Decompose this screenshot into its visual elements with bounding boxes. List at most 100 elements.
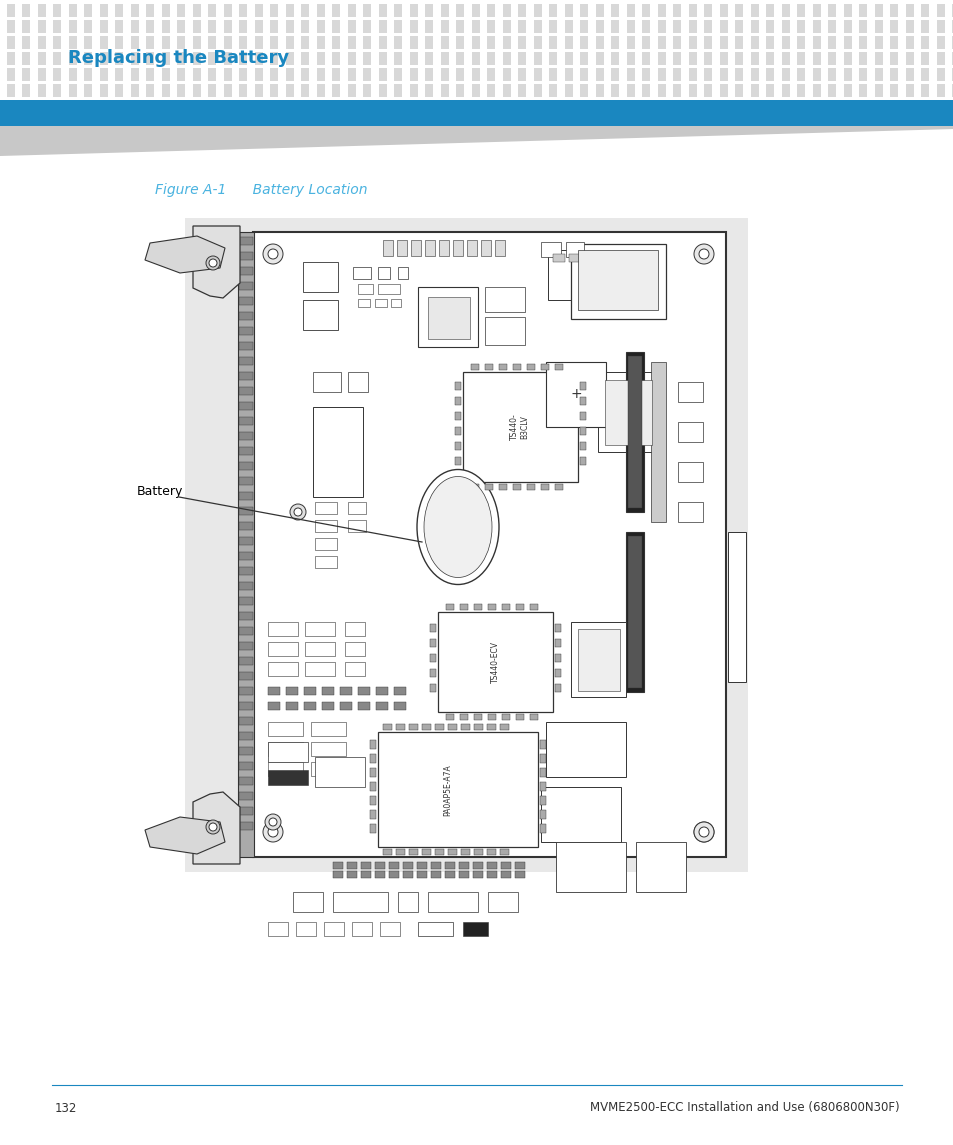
Bar <box>658 3 665 17</box>
Bar <box>301 35 309 49</box>
Bar <box>673 52 680 65</box>
Bar <box>301 19 309 33</box>
Bar <box>460 848 470 855</box>
Bar <box>314 538 336 550</box>
Bar <box>703 35 712 49</box>
Bar <box>889 84 898 97</box>
Text: Replacing the Battery: Replacing the Battery <box>68 49 289 68</box>
Bar <box>360 871 371 878</box>
Bar <box>363 84 371 97</box>
Bar <box>487 52 495 65</box>
Bar <box>410 84 417 97</box>
Bar <box>596 52 603 65</box>
Bar <box>363 35 371 49</box>
Text: TS440-ECV: TS440-ECV <box>490 641 499 684</box>
Bar <box>579 3 588 17</box>
Bar <box>345 662 365 676</box>
Bar <box>530 605 537 610</box>
Bar <box>311 763 346 776</box>
Bar <box>487 68 495 81</box>
Bar <box>688 52 697 65</box>
Bar <box>395 35 402 49</box>
Bar <box>23 52 30 65</box>
Bar <box>286 19 294 33</box>
Bar <box>462 922 488 935</box>
Bar <box>69 52 77 65</box>
Bar <box>254 52 263 65</box>
Bar <box>495 240 504 256</box>
Bar <box>360 862 371 869</box>
Bar <box>348 35 355 49</box>
Bar <box>596 35 603 49</box>
Bar <box>735 19 742 33</box>
Bar <box>239 252 253 260</box>
Bar <box>237 232 253 856</box>
Bar <box>348 520 366 532</box>
Bar <box>703 68 712 81</box>
Circle shape <box>269 818 276 826</box>
Circle shape <box>294 508 302 516</box>
Bar <box>905 19 913 33</box>
Bar <box>750 19 759 33</box>
Bar <box>268 722 303 736</box>
Bar <box>185 218 747 872</box>
Circle shape <box>263 822 283 842</box>
Bar <box>193 19 201 33</box>
Bar <box>23 3 30 17</box>
Bar <box>425 35 433 49</box>
Bar <box>286 3 294 17</box>
Bar <box>455 442 460 450</box>
Bar <box>513 484 520 490</box>
Bar <box>534 68 541 81</box>
Bar <box>324 922 344 935</box>
Bar <box>515 871 524 878</box>
Circle shape <box>290 504 306 520</box>
Bar <box>85 19 92 33</box>
Bar <box>555 624 560 632</box>
Bar <box>440 3 449 17</box>
Bar <box>448 724 456 731</box>
Bar <box>131 35 139 49</box>
Bar <box>100 3 108 17</box>
Bar <box>673 35 680 49</box>
Bar <box>641 3 650 17</box>
Bar <box>53 84 61 97</box>
Bar <box>224 84 232 97</box>
Bar <box>345 642 365 656</box>
Bar <box>417 287 477 347</box>
Bar <box>781 3 789 17</box>
Bar <box>409 724 417 731</box>
Bar <box>673 68 680 81</box>
Bar <box>688 3 697 17</box>
Bar <box>611 19 618 33</box>
Bar <box>720 84 727 97</box>
Bar <box>641 35 650 49</box>
Bar <box>162 19 170 33</box>
Bar <box>395 84 402 97</box>
Bar <box>239 717 253 725</box>
Bar <box>425 68 433 81</box>
Bar <box>305 662 335 676</box>
Bar <box>69 35 77 49</box>
Bar <box>440 84 449 97</box>
Bar <box>293 892 323 913</box>
Bar <box>85 35 92 49</box>
Bar <box>316 3 325 17</box>
Bar <box>579 35 588 49</box>
Bar <box>425 19 433 33</box>
Bar <box>313 406 363 497</box>
Bar <box>678 461 702 482</box>
Bar <box>304 687 315 695</box>
Bar <box>147 84 154 97</box>
Bar <box>444 862 455 869</box>
Bar <box>239 311 253 319</box>
Bar <box>347 871 356 878</box>
Bar <box>239 417 253 425</box>
Bar <box>430 654 436 662</box>
Bar <box>271 84 278 97</box>
Bar <box>268 642 297 656</box>
Bar <box>100 68 108 81</box>
Bar <box>115 68 123 81</box>
Bar <box>874 52 882 65</box>
Bar <box>268 742 303 756</box>
